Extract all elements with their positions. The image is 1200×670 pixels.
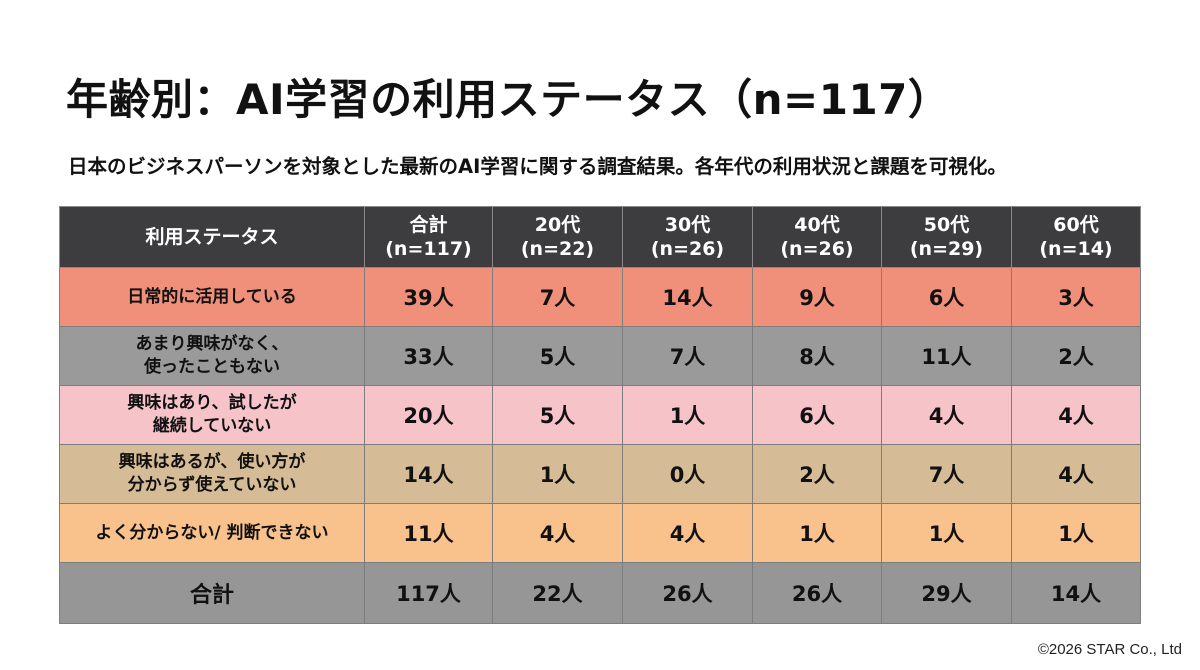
row-2-value-2: 1人 bbox=[622, 385, 753, 445]
page-subtitle: 日本のビジネスパーソンを対象とした最新のAI学習に関する調査結果。各年代の利用状… bbox=[68, 155, 1007, 178]
row-1-value-5: 2人 bbox=[1011, 326, 1141, 386]
header-col-5-line-0: 60代 bbox=[1053, 214, 1099, 236]
row-4-value-3: 1人 bbox=[752, 503, 882, 563]
row-4-label: よく分からない/ 判断できない bbox=[59, 503, 365, 563]
table-row: 日常的に活用している 39人 7人 14人 9人 6人 3人 bbox=[59, 267, 1141, 327]
total-value-2: 26人 bbox=[622, 562, 753, 624]
header-col-5-line-1: (n=14) bbox=[1039, 238, 1113, 260]
header-col-0-line-0: 合計 bbox=[409, 214, 448, 236]
header-col-1-line-1: (n=22) bbox=[520, 238, 595, 260]
total-value-0: 117人 bbox=[364, 562, 493, 624]
row-2-value-4: 4人 bbox=[881, 385, 1012, 445]
header-col-4: 50代 (n=29) bbox=[881, 206, 1012, 268]
header-col-4-line-0: 50代 bbox=[923, 214, 970, 236]
header-col-3-line-1: (n=26) bbox=[780, 238, 854, 260]
row-1-value-2: 7人 bbox=[622, 326, 753, 386]
row-3-value-2: 0人 bbox=[622, 444, 753, 504]
row-2-label-line-1: 継続していない bbox=[152, 416, 272, 436]
row-0-value-2: 14人 bbox=[622, 267, 753, 327]
row-3-value-5: 4人 bbox=[1011, 444, 1141, 504]
row-0-label: 日常的に活用している bbox=[59, 267, 365, 327]
row-0-value-0: 39人 bbox=[364, 267, 493, 327]
row-1-value-4: 11人 bbox=[881, 326, 1012, 386]
header-col-1-line-0: 20代 bbox=[534, 214, 581, 236]
header-status-label: 利用ステータス bbox=[59, 206, 365, 268]
row-3-value-0: 14人 bbox=[364, 444, 493, 504]
total-value-5: 14人 bbox=[1011, 562, 1141, 624]
row-2-label: 興味はあり、試したが 継続していない bbox=[59, 385, 365, 445]
row-0-value-3: 9人 bbox=[752, 267, 882, 327]
row-3-value-4: 7人 bbox=[881, 444, 1012, 504]
row-3-value-3: 2人 bbox=[752, 444, 882, 504]
status-table: 利用ステータス 合計 (n=117) 20代 (n=22) 30代 (n=26) 40代 (n… bbox=[59, 206, 1141, 624]
row-0-value-5: 3人 bbox=[1011, 267, 1141, 327]
total-row-label: 合計 bbox=[59, 562, 365, 624]
header-col-5: 60代 (n=14) bbox=[1011, 206, 1141, 268]
row-0-value-4: 6人 bbox=[881, 267, 1012, 327]
row-4-label-line-0: よく分からない/ 判断できない bbox=[95, 522, 329, 543]
status-table-container: 利用ステータス 合計 (n=117) 20代 (n=22) 30代 (n=26) 40代 (n… bbox=[59, 206, 1141, 624]
row-1-value-3: 8人 bbox=[752, 326, 882, 386]
header-col-2: 30代 (n=26) bbox=[622, 206, 753, 268]
table-row: よく分からない/ 判断できない 11人 4人 4人 1人 1人 1人 bbox=[59, 503, 1141, 563]
row-3-label: 興味はあるが、使い方が 分からず使えていない bbox=[59, 444, 365, 504]
page-title: 年齢別：AI学習の利用ステータス（n=117） bbox=[66, 75, 951, 124]
table-total-row: 合計 117人 22人 26人 26人 29人 14人 bbox=[59, 562, 1141, 624]
row-2-value-3: 6人 bbox=[752, 385, 882, 445]
header-col-3-line-0: 40代 bbox=[794, 214, 840, 236]
row-3-value-1: 1人 bbox=[492, 444, 623, 504]
table-header-row: 利用ステータス 合計 (n=117) 20代 (n=22) 30代 (n=26) 40代 (n… bbox=[59, 206, 1141, 268]
row-0-value-1: 7人 bbox=[492, 267, 623, 327]
row-4-value-4: 1人 bbox=[881, 503, 1012, 563]
row-2-value-5: 4人 bbox=[1011, 385, 1141, 445]
row-1-label-line-0: あまり興味がなく、 bbox=[135, 334, 289, 354]
row-4-value-2: 4人 bbox=[622, 503, 753, 563]
total-value-1: 22人 bbox=[492, 562, 623, 624]
copyright-text: ©2026 STAR Co., Ltd bbox=[1037, 641, 1182, 658]
header-col-0: 合計 (n=117) bbox=[364, 206, 493, 268]
row-2-label-line-0: 興味はあり、試したが bbox=[127, 393, 297, 413]
row-0-label-line-0: 日常的に活用している bbox=[127, 286, 297, 307]
table-row: あまり興味がなく、 使ったこともない 33人 5人 7人 8人 11人 2人 bbox=[59, 326, 1141, 386]
row-2-value-0: 20人 bbox=[364, 385, 493, 445]
header-col-3: 40代 (n=26) bbox=[752, 206, 882, 268]
total-value-4: 29人 bbox=[881, 562, 1012, 624]
row-1-label-line-1: 使ったこともない bbox=[144, 357, 280, 377]
row-1-value-1: 5人 bbox=[492, 326, 623, 386]
header-col-1: 20代 (n=22) bbox=[492, 206, 623, 268]
row-3-label-line-1: 分からず使えていない bbox=[127, 475, 297, 495]
row-1-label: あまり興味がなく、 使ったこともない bbox=[59, 326, 365, 386]
header-col-0-line-1: (n=117) bbox=[385, 238, 472, 260]
header-col-4-line-1: (n=29) bbox=[909, 238, 984, 260]
table-row: 興味はあり、試したが 継続していない 20人 5人 1人 6人 4人 4人 bbox=[59, 385, 1141, 445]
row-1-value-0: 33人 bbox=[364, 326, 493, 386]
row-2-value-1: 5人 bbox=[492, 385, 623, 445]
header-col-2-line-1: (n=26) bbox=[650, 238, 725, 260]
row-4-value-0: 11人 bbox=[364, 503, 493, 563]
table-row: 興味はあるが、使い方が 分からず使えていない 14人 1人 0人 2人 7人 4人 bbox=[59, 444, 1141, 504]
row-3-label-line-0: 興味はあるが、使い方が bbox=[118, 452, 306, 472]
row-4-value-1: 4人 bbox=[492, 503, 623, 563]
total-value-3: 26人 bbox=[752, 562, 882, 624]
header-col-2-line-0: 30代 bbox=[664, 214, 711, 236]
row-4-value-5: 1人 bbox=[1011, 503, 1141, 563]
